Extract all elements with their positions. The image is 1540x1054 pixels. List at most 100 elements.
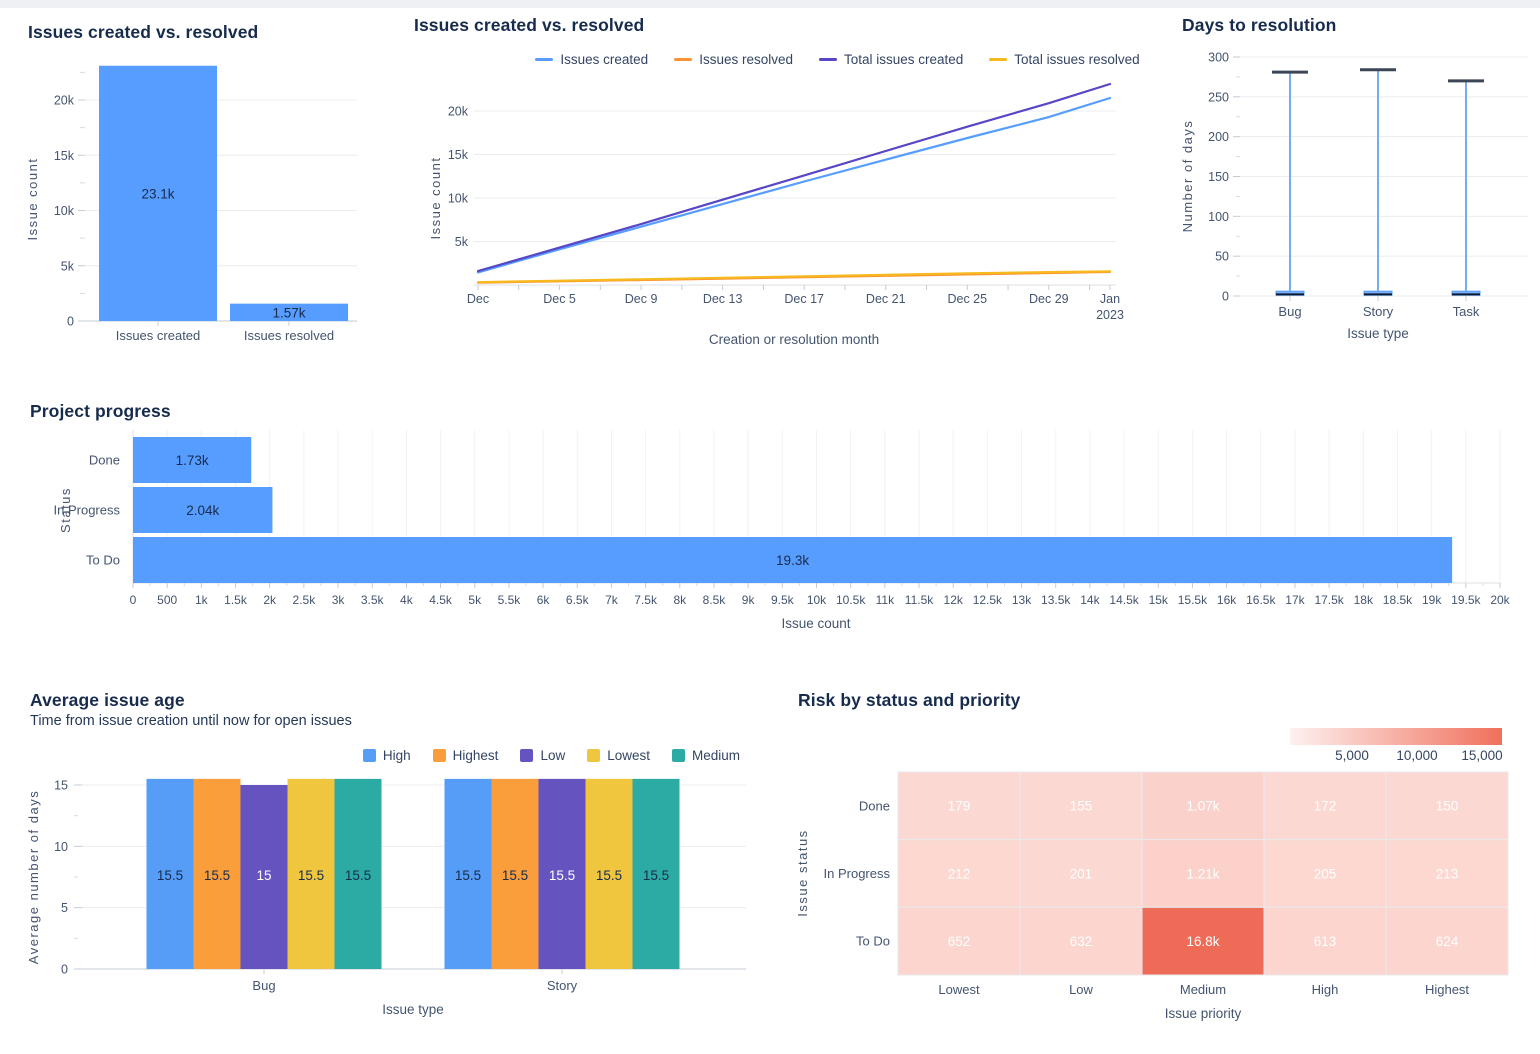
axis-tick-label: 15 [54,779,68,793]
chart-canvas: 0 50 100 150 200 250 300 Bug Story Task Issue type… [1180,51,1528,341]
cell-value-label: 201 [1070,866,1093,881]
bar-story-low[interactable] [538,778,586,969]
row-label: Done [859,798,890,813]
bar-bug-lowest[interactable] [287,778,335,969]
line-total-issues-resolved[interactable] [476,270,1112,284]
x-tick-label: 18k [1354,593,1374,607]
legend-item-high[interactable]: High [362,748,411,763]
legend-item-highest[interactable]: Highest [432,748,498,763]
bar-story-highest[interactable] [491,778,539,969]
legend-swatch-high [362,749,376,762]
category-label: In Progress [54,503,121,518]
axis-tick-label: 0 [1222,290,1229,304]
bar-issues-created[interactable] [99,65,217,322]
cell-in-progress-highest[interactable] [1385,839,1509,908]
x-tick-label: 15k [1149,593,1169,607]
bar-in-progress[interactable] [133,487,273,533]
bar-story-high[interactable] [444,778,492,969]
category-label: Bug [1278,304,1301,319]
cell-value-label: 632 [1070,934,1093,949]
x-tick-label: 10k [807,593,827,607]
axis-tick-label: 0 [67,315,74,329]
cell-done-medium[interactable] [1141,771,1265,841]
bar-to-do[interactable] [133,537,1453,583]
x-tick-label: 13k [1012,593,1032,607]
chart-title: Project progress [30,401,171,421]
legend-item-total-issues-created[interactable]: Total issues created [818,52,963,67]
axis-tick-label: 0 [61,963,68,977]
cell-value-label: 16.8k [1186,934,1219,949]
cell-value-label: 172 [1314,799,1337,814]
legend-item-medium[interactable]: Medium [671,748,740,763]
x-axis-label: Creation or resolution month [709,332,879,347]
axis-tick-label: 10k [54,204,75,218]
chart-canvas: 0 5k 10k 15k 20k 23.1k Issues created 1.57k Issu… [25,65,357,343]
x-tick-label: 500 [157,593,177,607]
bar-bug-low[interactable] [240,785,288,969]
axis-tick-label: 5k [61,259,75,273]
category-label: Done [89,453,120,468]
chart-title: Issues created vs. resolved [28,22,259,42]
color-scale-tick: 15,000 [1461,748,1503,763]
legend-item-lowest[interactable]: Lowest [587,748,650,763]
x-tick-label: 9k [742,593,756,607]
cell-done-low[interactable] [1019,771,1143,841]
bar-value-label: 19.3k [776,553,809,568]
y-axis-label: Issue count [25,158,40,241]
x-axis-label: Issue count [781,616,850,631]
x-tick-label: 6k [537,593,551,607]
x-tick-label: 16.5k [1246,593,1276,607]
x-tick-label: 9.5k [771,593,795,607]
cell-to-do-high[interactable] [1263,906,1387,976]
axis-tick-label: 20k [448,105,469,119]
row-label: In Progress [824,866,891,881]
legend-item-total-issues-resolved[interactable]: Total issues resolved [989,52,1140,67]
x-tick-label: 19.5k [1451,593,1481,607]
x-tick-label: 8k [673,593,687,607]
bar-bug-high[interactable] [146,778,194,969]
x-tick-label: Dec 5 [543,292,576,306]
top-scroll-strip [0,0,1540,8]
line-issues-created[interactable] [476,96,1112,274]
axis-tick-label: 50 [1215,250,1229,264]
legend-item-issues-resolved[interactable]: Issues resolved [674,52,793,67]
line-total-issues-created[interactable] [476,82,1112,273]
panel-issues-created-vs-resolved-bar: Issues created vs. resolved 0 5k 10k 15k 20k… [0,0,410,360]
x-tick-label: 2k [263,593,277,607]
bar-done[interactable] [133,437,252,483]
cell-value-label: 1.21k [1186,866,1219,881]
legend-swatch-issues-resolved [674,58,693,61]
x-tick-label: 15.5k [1178,593,1208,607]
axis-tick-label: 250 [1208,90,1229,104]
cell-in-progress-low[interactable] [1019,839,1143,908]
legend-item-low[interactable]: Low [520,748,565,763]
cell-to-do-lowest[interactable] [897,906,1021,976]
legend-item-issues-created[interactable]: Issues created [535,52,648,67]
color-scale-gradient [1290,728,1502,745]
cell-to-do-medium[interactable] [1141,906,1265,976]
cell-done-lowest[interactable] [897,771,1021,841]
bar-bug-medium[interactable] [334,778,382,969]
bar-story-lowest[interactable] [585,778,633,969]
x-tick-label: Jan [1100,292,1120,306]
panel-issues-created-vs-resolved-line: Issues created vs. resolved Issues creat… [410,0,1170,360]
legend-swatch-low [520,749,534,762]
cell-to-do-highest[interactable] [1385,906,1509,976]
legend-label: High [382,748,411,763]
x-tick-label: 1.5k [224,593,248,607]
chart-title: Risk by status and priority [798,690,1021,710]
bar-value-label: 15.5 [549,868,575,883]
x-tick-label: 11.5k [905,593,934,607]
bar-story-medium[interactable] [632,778,680,969]
chart-subtitle: Time from issue creation until now for o… [30,713,352,729]
x-tick-label: 11k [876,593,895,607]
column-label: Lowest [938,982,980,997]
axis-tick-label: 100 [1208,210,1229,224]
bar-issues-resolved[interactable] [230,303,348,321]
cell-in-progress-lowest[interactable] [897,839,1021,908]
bar-value-label: 15 [256,868,271,883]
cell-in-progress-high[interactable] [1263,839,1387,908]
bar-value-label: 15.5 [502,868,528,883]
cell-done-highest[interactable] [1385,771,1509,841]
bar-bug-highest[interactable] [193,778,241,969]
